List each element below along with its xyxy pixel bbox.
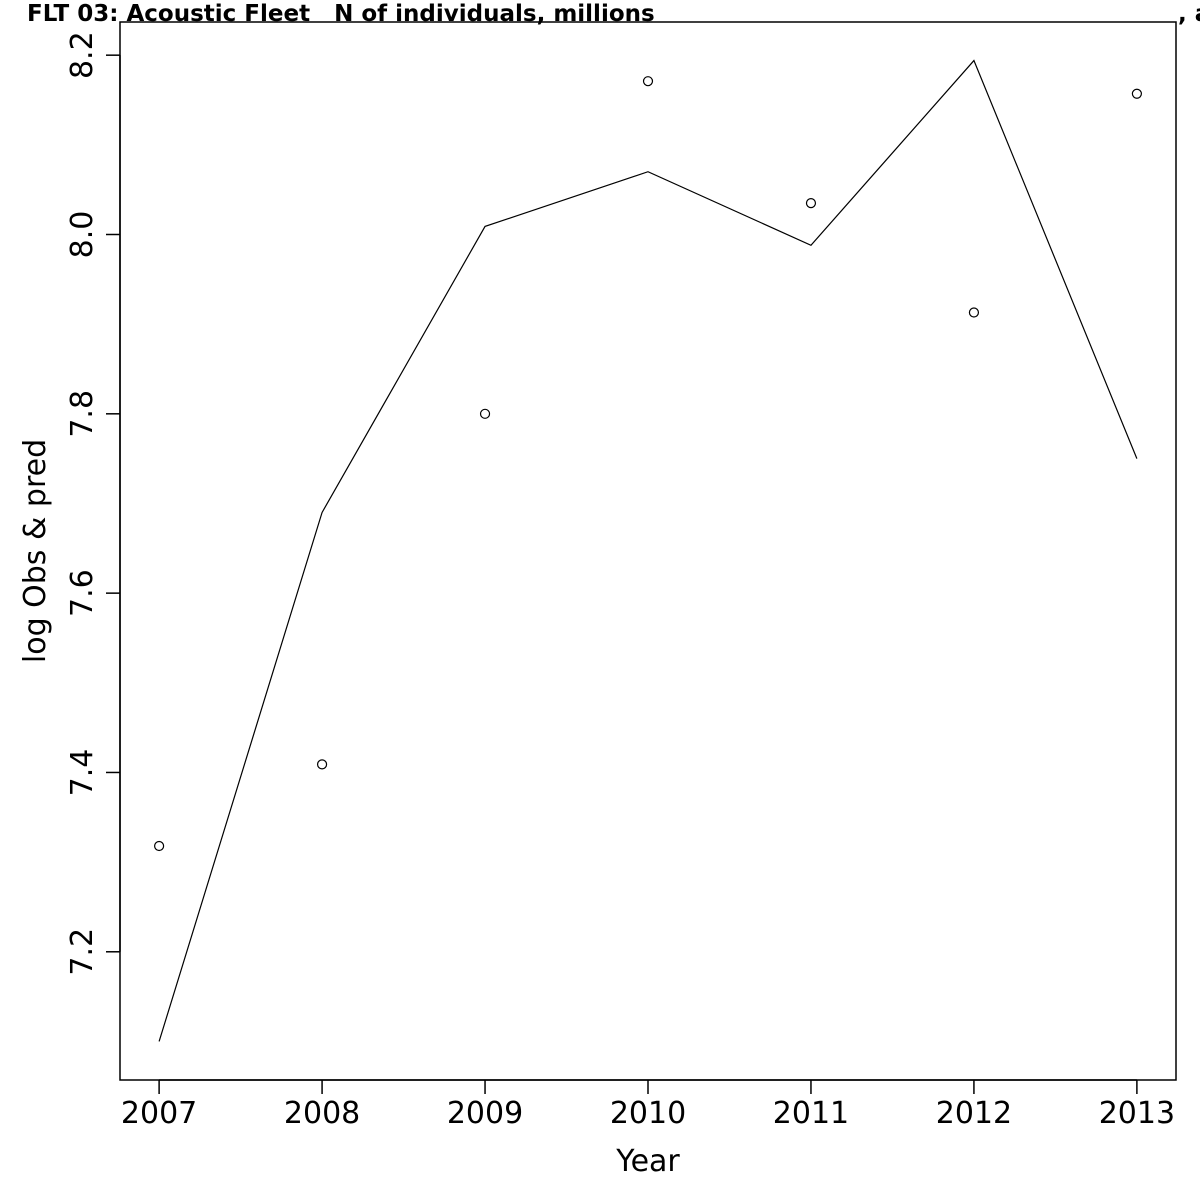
observed-point <box>805 198 817 209</box>
x-tick-label: 2011 <box>773 1096 849 1131</box>
x-tick-label: 2008 <box>284 1096 360 1131</box>
x-tick-label: 2009 <box>447 1096 523 1131</box>
chart-title-overflow: , a <box>1178 1 1200 27</box>
observed-point <box>316 759 328 770</box>
x-axis: 2007 2008 2009 2010 2011 2012 2013 <box>121 1079 1175 1131</box>
observed-point <box>1131 88 1142 99</box>
y-axis-title: log Obs & pred <box>18 439 53 663</box>
y-tick-label: 7.2 <box>65 928 100 976</box>
observed-point <box>642 76 654 87</box>
x-tick-label: 2007 <box>121 1096 197 1131</box>
observed-point <box>968 307 980 318</box>
observed-point <box>479 408 491 419</box>
observed-point <box>154 840 165 852</box>
series-layer <box>154 59 1142 1042</box>
x-axis-title: Year <box>615 1144 680 1179</box>
y-tick-label: 7.4 <box>65 749 100 797</box>
y-tick-label: 7.6 <box>65 569 100 617</box>
y-tick-label: 7.8 <box>65 390 100 438</box>
y-tick-label: 8.0 <box>65 211 100 259</box>
x-tick-label: 2010 <box>610 1096 686 1131</box>
x-tick-label: 2013 <box>1099 1096 1175 1131</box>
y-tick-label: 8.2 <box>65 31 100 79</box>
x-tick-label: 2012 <box>936 1096 1012 1131</box>
predicted-line <box>158 59 1138 1042</box>
y-axis: 7.2 7.4 7.6 7.8 8.0 8.2 <box>65 31 121 976</box>
plot-frame <box>119 21 1177 1081</box>
